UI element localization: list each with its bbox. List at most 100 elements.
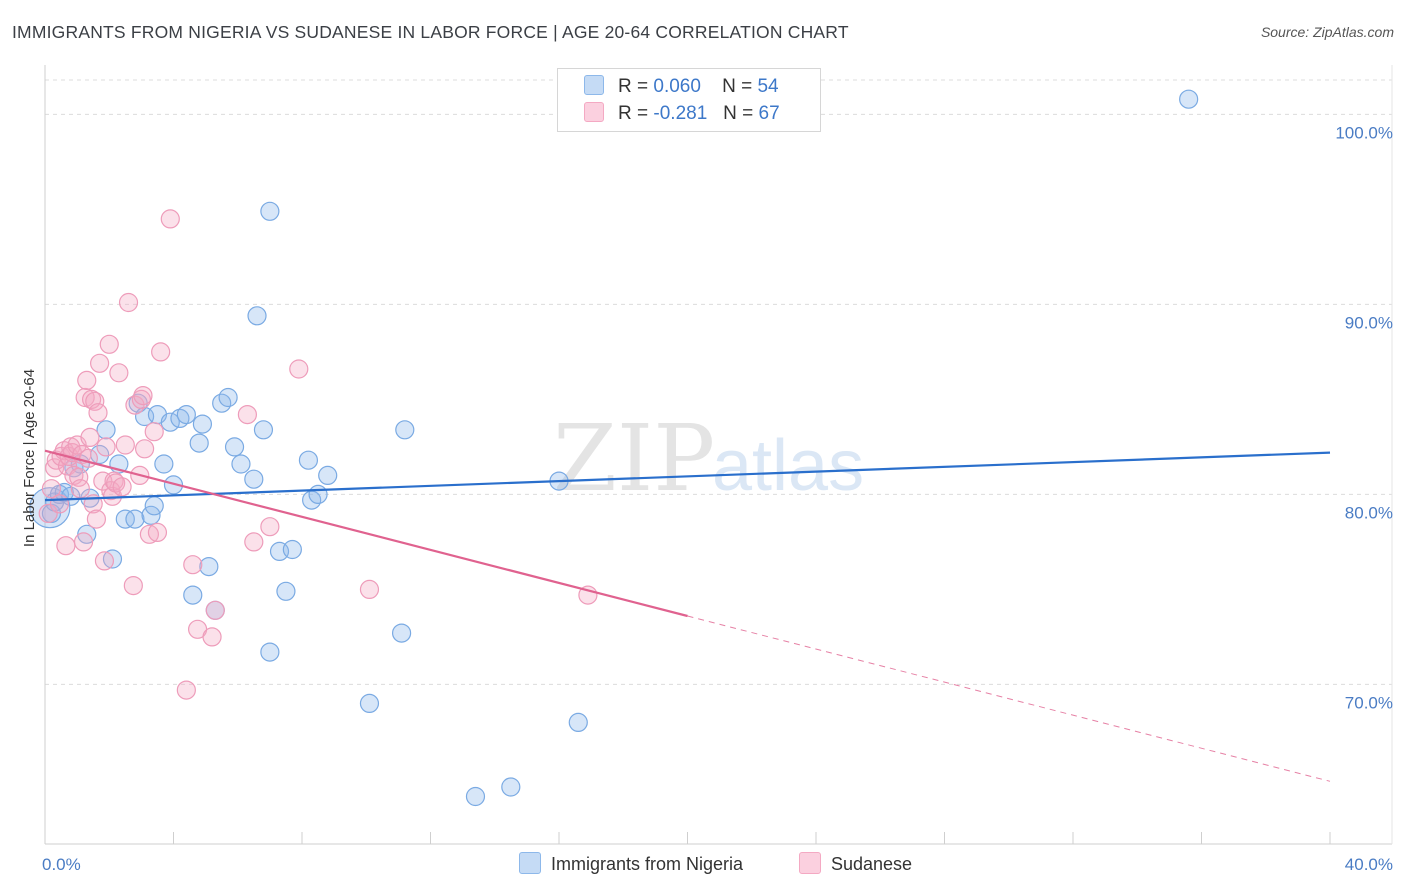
nigeria-point — [501, 777, 521, 797]
nigeria-point — [298, 450, 319, 470]
legend-swatch-nigeria — [584, 75, 604, 95]
sudanese-point — [56, 536, 76, 556]
sudanese-point — [86, 509, 107, 529]
nigeria-point — [318, 465, 338, 485]
nigeria-point — [253, 420, 274, 440]
sudanese-point — [139, 524, 160, 544]
nigeria-point — [282, 539, 302, 560]
nigeria-point — [218, 387, 238, 408]
sudanese-point — [109, 363, 129, 383]
nigeria-point — [244, 469, 264, 489]
nigeria-point — [176, 405, 196, 425]
nigeria-point — [395, 420, 415, 440]
sudanese-point — [134, 439, 155, 459]
legend-row-sudanese: R = -0.281 N = 67 — [584, 102, 780, 126]
sudanese-point — [80, 427, 100, 447]
grid-lines — [45, 79, 1392, 685]
bottom-legend-swatch-nigeria — [519, 852, 541, 874]
sudanese-point — [99, 334, 119, 354]
sudanese-point — [151, 342, 171, 362]
sudanese-point — [160, 209, 180, 229]
x-tick-labels: 0.0% 40.0% — [42, 855, 1393, 874]
legend-row-nigeria: R = 0.060 N = 54 — [584, 75, 779, 99]
y-tick-label: 70.0% — [1345, 693, 1393, 712]
y-tick-label: 100.0% — [1335, 123, 1393, 142]
sudanese-point — [73, 532, 94, 552]
sudanese-point — [260, 517, 280, 537]
nigeria-point — [154, 454, 174, 474]
nigeria-point — [247, 306, 267, 326]
sudanese-point — [118, 292, 139, 313]
y-axis-label: In Labor Force | Age 20-64 — [21, 369, 38, 547]
legend-n-label: N = — [723, 103, 754, 124]
axes — [44, 65, 1393, 845]
nigeria-point — [115, 509, 135, 529]
y-tick-label: 90.0% — [1345, 313, 1393, 332]
sudanese-point — [289, 359, 309, 379]
sudanese-point — [96, 437, 116, 457]
nigeria-point — [1179, 89, 1199, 109]
nigeria-point — [308, 484, 328, 504]
y-tick-labels: 100.0% 90.0% 80.0% 70.0% — [1335, 123, 1393, 712]
sudanese-point — [38, 503, 58, 524]
nigeria-point — [189, 433, 209, 453]
nigeria-point — [160, 412, 180, 432]
sudanese-point — [77, 370, 97, 390]
chart-title: IMMIGRANTS FROM NIGERIA VS SUDANESE IN L… — [12, 22, 849, 42]
bottom-legend-label-sudanese: Sudanese — [831, 854, 913, 874]
sudanese-point — [237, 405, 257, 425]
nigeria-point — [102, 549, 123, 569]
sudanese-point — [176, 680, 196, 700]
y-tick-label: 80.0% — [1345, 503, 1393, 522]
source-label: Source: ZipAtlas.com — [1260, 24, 1394, 40]
nigeria-point — [359, 693, 380, 714]
legend-n-label: N = — [722, 76, 753, 97]
nigeria-trend-line — [44, 451, 1331, 502]
sudanese-point — [144, 422, 164, 442]
sudanese-point — [133, 386, 153, 406]
nigeria-point — [465, 786, 486, 807]
nigeria-point — [568, 712, 588, 733]
trend-lines — [44, 449, 1331, 782]
legend-r-value: -0.281 — [653, 103, 708, 124]
bottom-legend-sudanese: Sudanese — [799, 852, 912, 875]
nigeria-point — [391, 623, 412, 643]
legend-n-value: 54 — [757, 76, 779, 97]
sudanese-point — [205, 600, 225, 620]
nigeria-point — [61, 486, 81, 506]
legend-r-value: 0.060 — [653, 76, 701, 97]
sudanese-point — [94, 551, 115, 571]
legend-swatch-sudanese — [584, 102, 604, 122]
nigeria-point — [224, 437, 245, 457]
nigeria-point — [183, 585, 203, 605]
nigeria-point — [96, 420, 116, 440]
nigeria-point — [260, 642, 280, 662]
sudanese-point — [202, 627, 222, 647]
bottom-legend-label-nigeria: Immigrants from Nigeria — [551, 854, 744, 874]
sudanese-point — [41, 479, 62, 499]
nigeria-point — [260, 201, 280, 221]
sudanese-point — [115, 435, 135, 455]
sudanese-point — [183, 555, 203, 575]
bottom-legend-swatch-sudanese — [799, 852, 821, 874]
sudanese-point — [85, 391, 105, 411]
sudanese-point — [112, 477, 132, 497]
sudanese-point — [70, 479, 90, 499]
x-tick-label: 40.0% — [1345, 855, 1393, 874]
nigeria-point — [231, 454, 251, 474]
sudanese-point — [147, 522, 168, 543]
x-tick-label: 0.0% — [42, 855, 81, 874]
nigeria-point — [144, 496, 164, 516]
sudanese-point — [88, 403, 108, 423]
sudanese-point — [49, 494, 70, 514]
watermark-zip: ZIP — [553, 405, 715, 512]
legend-r-label: R = — [618, 76, 649, 97]
stats-legend: R = 0.060 N = 54 R = -0.281 N = 67 — [557, 68, 821, 132]
nigeria-point — [125, 509, 145, 529]
nigeria-point — [192, 414, 213, 434]
sudanese-trend-extension — [687, 615, 1331, 782]
sudanese-point — [90, 353, 110, 373]
nigeria-point — [199, 556, 219, 577]
sudanese-point — [123, 575, 143, 596]
